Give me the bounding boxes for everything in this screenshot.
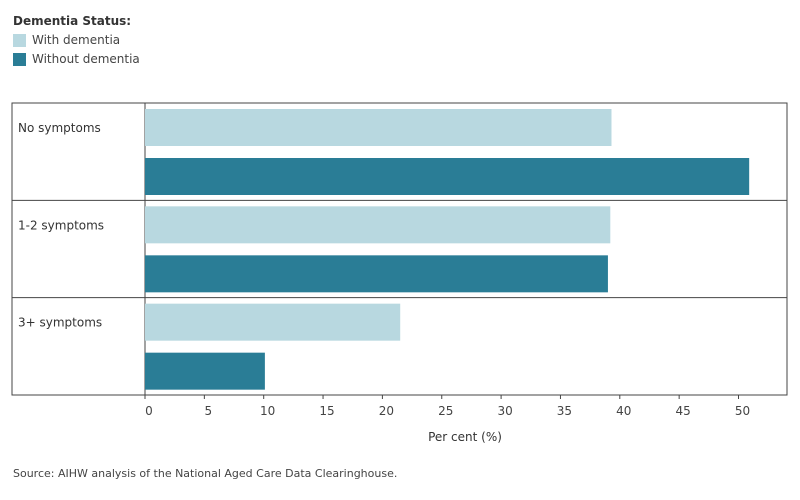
legend-item-with-dementia[interactable]: With dementia xyxy=(13,33,140,47)
x-tick-label-10: 10 xyxy=(260,404,275,418)
legend-label-with-dementia: With dementia xyxy=(32,33,121,47)
bar-without-dementia-3-symptoms[interactable] xyxy=(145,352,265,390)
category-label-no-symptoms: No symptoms xyxy=(18,121,101,135)
legend-swatch-with-dementia xyxy=(13,33,26,47)
category-label-3-symptoms: 3+ symptoms xyxy=(18,316,102,330)
legend-item-without-dementia[interactable]: Without dementia xyxy=(13,52,140,66)
legend: Dementia Status: With dementia Without d… xyxy=(13,14,140,66)
x-tick-label-50: 50 xyxy=(735,404,750,418)
source-note: Source: AIHW analysis of the National Ag… xyxy=(13,467,398,480)
x-tick-label-5: 5 xyxy=(205,404,213,418)
x-tick-label-40: 40 xyxy=(616,404,631,418)
x-tick-label-15: 15 xyxy=(319,404,334,418)
x-tick-label-0: 0 xyxy=(145,404,153,418)
x-tick-label-25: 25 xyxy=(438,404,453,418)
bar-without-dementia-1-2-symptoms[interactable] xyxy=(145,255,608,293)
legend-label-without-dementia: Without dementia xyxy=(32,52,140,66)
legend-title: Dementia Status: xyxy=(13,14,132,28)
bar-with-dementia-no-symptoms[interactable] xyxy=(145,109,612,146)
category-label-1-2-symptoms: 1-2 symptoms xyxy=(18,218,104,232)
chart-frame xyxy=(11,102,788,396)
x-tick-label-30: 30 xyxy=(497,404,512,418)
x-tick-label-45: 45 xyxy=(676,404,691,418)
x-axis-label: Per cent (%) xyxy=(428,430,502,444)
legend-swatch-without-dementia xyxy=(13,52,26,66)
bar-with-dementia-3-symptoms[interactable] xyxy=(145,303,401,341)
bar-without-dementia-no-symptoms[interactable] xyxy=(145,158,750,195)
bar-with-dementia-1-2-symptoms[interactable] xyxy=(145,206,611,244)
x-tick-label-35: 35 xyxy=(557,404,572,418)
x-tick-label-20: 20 xyxy=(379,404,394,418)
